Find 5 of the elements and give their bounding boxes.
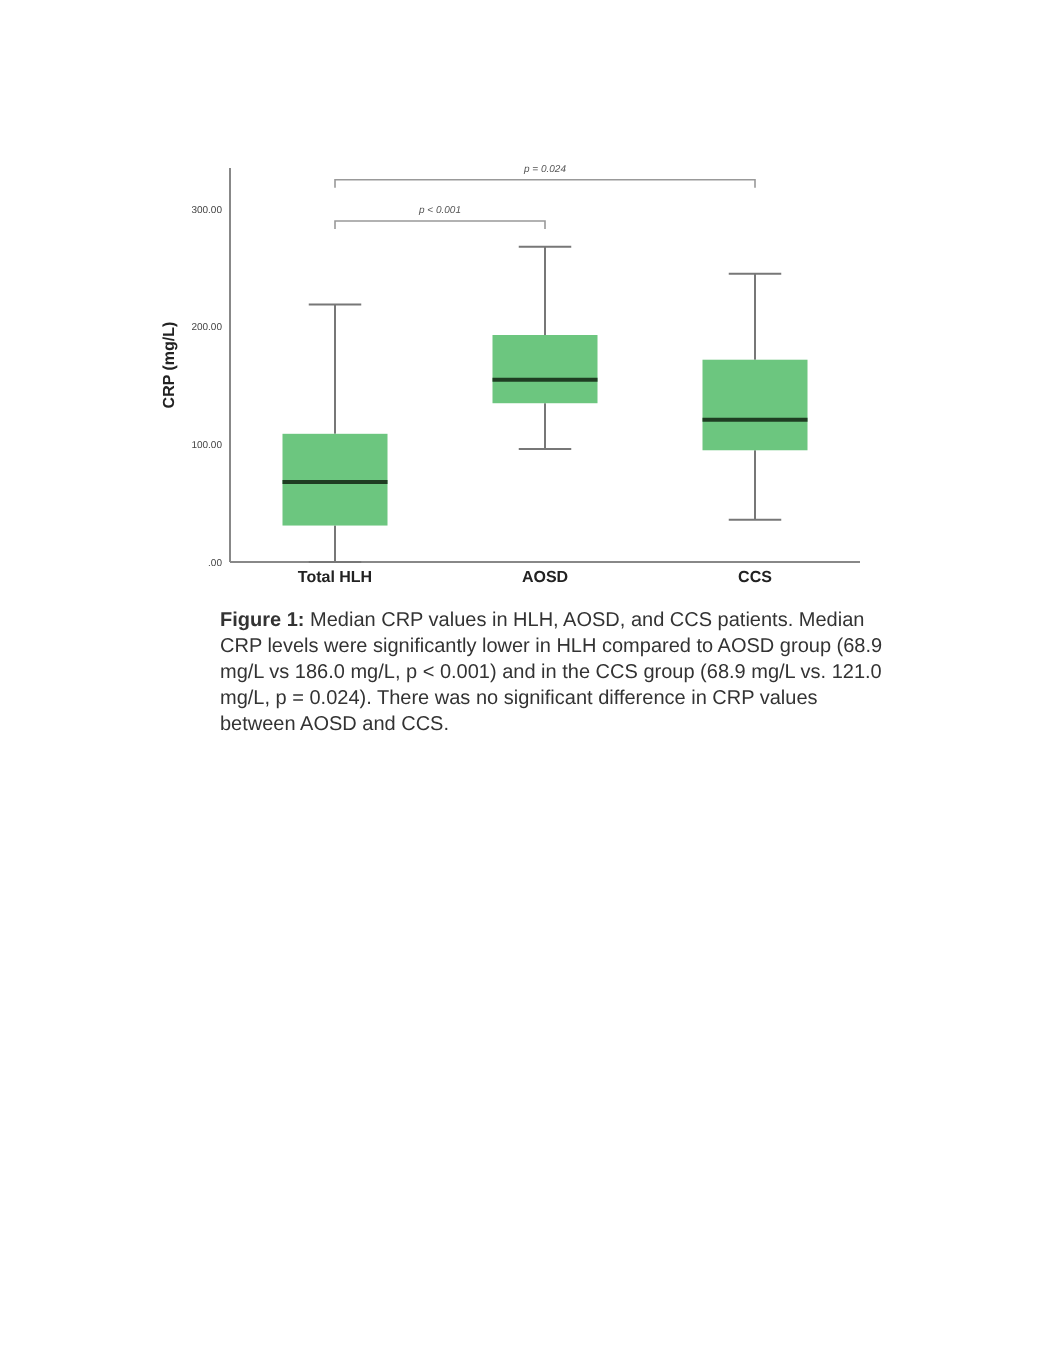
x-tick-label: CCS (738, 568, 774, 586)
y-axis-title: CRP (mg/L) (160, 320, 178, 409)
x-tick-label: AOSD (521, 568, 569, 586)
caption: Figure 1: (220, 610, 305, 632)
x-tick-label: Total HLH (297, 568, 373, 586)
